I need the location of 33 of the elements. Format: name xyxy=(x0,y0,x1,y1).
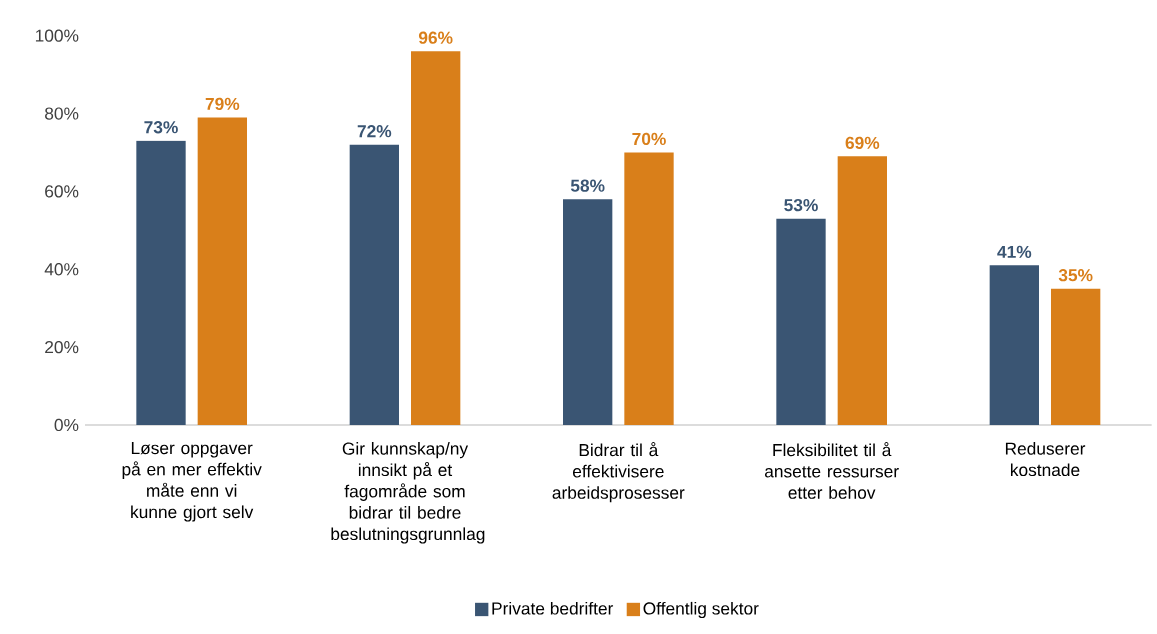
data-label: 35% xyxy=(1058,269,1093,282)
bar xyxy=(989,265,1039,425)
x-tick-label: Bidrar til å effektivisere arbeidsprosesser xyxy=(552,442,685,503)
data-label: 69% xyxy=(845,136,880,149)
y-tick-label: 0% xyxy=(54,418,79,432)
bar xyxy=(624,152,674,425)
bar xyxy=(1051,288,1101,425)
legend-label: Offentlig sektor xyxy=(643,601,759,619)
y-tick-label: 80% xyxy=(45,107,79,120)
data-label: 53% xyxy=(784,198,818,212)
bar xyxy=(411,51,461,425)
legend-label: Private bedrifter xyxy=(492,601,614,615)
data-label: 96% xyxy=(418,31,453,44)
y-tick-label: 20% xyxy=(45,340,79,354)
y-tick-label: 60% xyxy=(45,185,79,198)
data-label: 58% xyxy=(570,179,605,192)
data-label: 41% xyxy=(997,245,1032,258)
bar xyxy=(776,218,826,425)
bar xyxy=(136,140,186,425)
bar xyxy=(563,199,613,425)
y-tick-label: 40% xyxy=(44,263,79,276)
data-label: 70% xyxy=(632,132,666,146)
data-label: 72% xyxy=(357,125,392,138)
bar xyxy=(349,144,399,425)
data-label: 73% xyxy=(144,121,178,134)
bar xyxy=(197,117,248,425)
bar xyxy=(837,156,887,425)
data-label: 79% xyxy=(205,97,240,111)
x-tick-label: Løser oppgaver på en mer effektiv måte enn vi kunne gjort selv xyxy=(122,442,262,522)
x-tick-label: Fleksibilitet til å ansette ressurser etter behov xyxy=(764,442,899,499)
x-tick-label: Reduserer kostnade xyxy=(1005,442,1086,477)
x-tick-label: Gir kunnskap/ny innsikt på et fagområde som bidrar til bedre beslutningsgrunnlag xyxy=(331,442,485,544)
y-tick-label: 100% xyxy=(35,29,79,42)
